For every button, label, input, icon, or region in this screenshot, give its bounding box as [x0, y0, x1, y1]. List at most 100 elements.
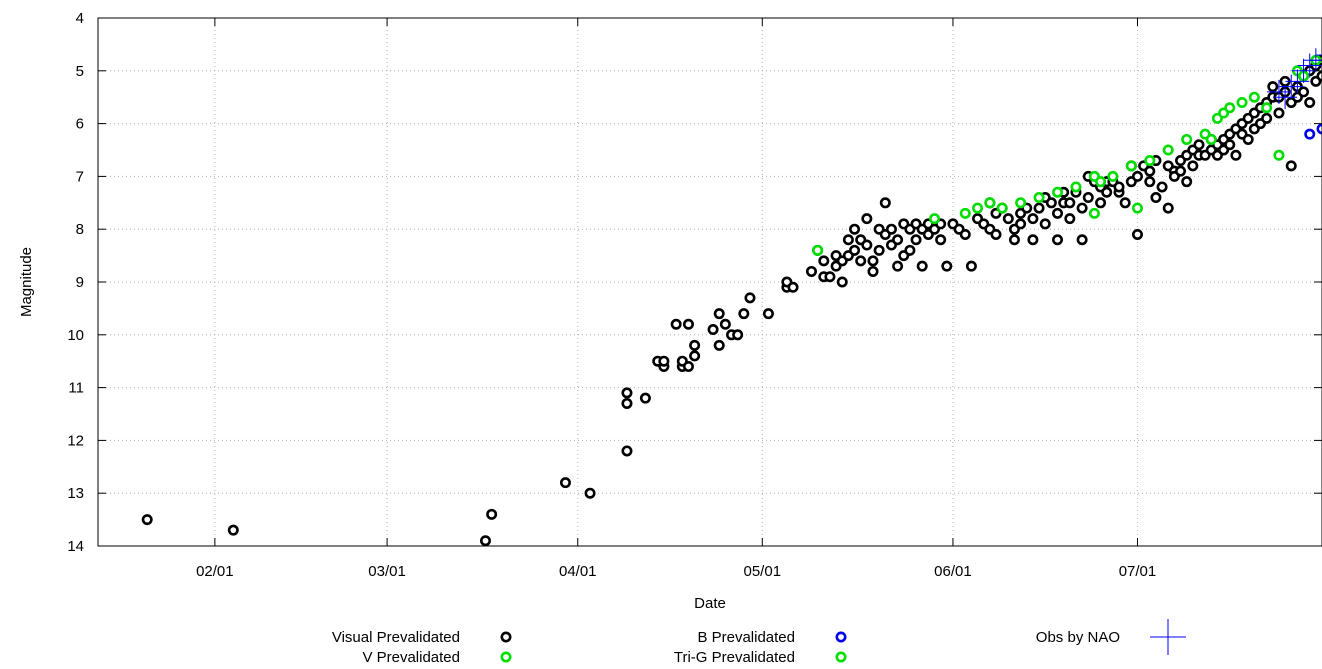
visual-prevalidated-point [1267, 81, 1279, 93]
v-prevalidated-point [1248, 91, 1260, 103]
v-prevalidated-point [1015, 197, 1027, 209]
visual-prevalidated-point [658, 355, 670, 367]
visual-prevalidated-point [1119, 197, 1131, 209]
visual-prevalidated-point [1039, 218, 1051, 230]
visual-prevalidated-point [885, 223, 897, 235]
y-tick-label: 12 [67, 432, 84, 449]
legend-label-b-prevalidated: B Prevalidated [697, 629, 795, 646]
visual-prevalidated-point [559, 477, 571, 489]
data-points [141, 48, 1322, 546]
visual-prevalidated-point [1015, 218, 1027, 230]
v-prevalidated-point [812, 244, 824, 256]
x-tick-label: 05/01 [744, 563, 782, 580]
axis-ticks: 4 5 6 7 8 9 10 11 12 13 14 02/01 03/01 04/01 05/01 06/0… [67, 10, 1322, 580]
visual-prevalidated-point [861, 213, 873, 225]
v-prevalidated-point [984, 197, 996, 209]
visual-prevalidated-point [732, 329, 744, 341]
visual-prevalidated-point [1156, 181, 1168, 193]
legend-marker-b-prevalidated [835, 631, 847, 643]
visual-prevalidated-point [1261, 112, 1273, 124]
visual-prevalidated-point [738, 308, 750, 320]
v-prevalidated-point [972, 202, 984, 214]
v-prevalidated-point [1236, 96, 1248, 108]
visual-prevalidated-point [1181, 176, 1193, 188]
visual-prevalidated-point [1027, 213, 1039, 225]
visual-prevalidated-point [1242, 133, 1254, 145]
x-tick-label: 06/01 [934, 563, 972, 580]
visual-prevalidated-point [227, 524, 239, 536]
x-axis-label: Date [694, 595, 726, 612]
visual-prevalidated-point [1187, 160, 1199, 172]
visual-prevalidated-point [1008, 234, 1020, 246]
visual-prevalidated-point [1064, 197, 1076, 209]
y-tick-label: 4 [76, 10, 84, 27]
visual-prevalidated-point [1082, 192, 1094, 204]
visual-prevalidated-point [910, 234, 922, 246]
visual-prevalidated-point [879, 197, 891, 209]
v-prevalidated-point [1033, 192, 1045, 204]
visual-prevalidated-point [621, 397, 633, 409]
visual-prevalidated-point [1131, 170, 1143, 182]
legend-label-v-prevalidated: V Prevalidated [362, 649, 460, 666]
visual-prevalidated-point [1033, 202, 1045, 214]
obs-by-nao-point [1316, 54, 1322, 56]
legend-label-tri-g-prevalidated: Tri-G Prevalidated [674, 649, 795, 666]
v-prevalidated-point [1107, 170, 1119, 182]
visual-prevalidated-point [1002, 213, 1014, 225]
grid-lines [98, 18, 1322, 546]
x-tick-label: 07/01 [1119, 563, 1157, 580]
y-tick-label: 11 [68, 380, 84, 397]
visual-prevalidated-point [762, 308, 774, 320]
visual-prevalidated-point [836, 276, 848, 288]
v-prevalidated-point [1131, 202, 1143, 214]
visual-prevalidated-point [855, 255, 867, 267]
visual-prevalidated-point [1076, 202, 1088, 214]
v-prevalidated-point [1181, 133, 1193, 145]
visual-prevalidated-point [935, 234, 947, 246]
tri-g-prevalidated-point [1205, 133, 1217, 145]
visual-prevalidated-point [479, 535, 491, 546]
visual-prevalidated-point [621, 387, 633, 399]
v-prevalidated-point [929, 213, 941, 225]
legend-label-obs-by-nao: Obs by NAO [1036, 629, 1120, 646]
visual-prevalidated-point [892, 234, 904, 246]
visual-prevalidated-point [689, 339, 701, 351]
visual-prevalidated-point [584, 487, 596, 499]
visual-prevalidated-point [849, 244, 861, 256]
visual-prevalidated-point [1304, 96, 1316, 108]
legend-marker-v-prevalidated [500, 651, 512, 663]
visual-prevalidated-point [621, 445, 633, 457]
legend-marker-visual-prevalidated [500, 631, 512, 643]
legend-marker-obs-by-nao [1150, 619, 1186, 655]
visual-prevalidated-point [1113, 181, 1125, 193]
visual-prevalidated-point [892, 260, 904, 272]
v-prevalidated-point [1088, 207, 1100, 219]
visual-prevalidated-point [713, 339, 725, 351]
visual-prevalidated-point [824, 271, 836, 283]
visual-prevalidated-point [719, 318, 731, 330]
y-axis-label: Magnitude [18, 247, 35, 317]
visual-prevalidated-point [941, 260, 953, 272]
visual-prevalidated-point [849, 223, 861, 235]
visual-prevalidated-point [904, 244, 916, 256]
visual-prevalidated-point [867, 265, 879, 277]
visual-prevalidated-point [873, 244, 885, 256]
visual-prevalidated-point [1285, 160, 1297, 172]
v-prevalidated-point [1273, 149, 1285, 161]
visual-prevalidated-point [639, 392, 651, 404]
visual-prevalidated-point [1273, 107, 1285, 119]
y-tick-label: 8 [76, 221, 84, 238]
y-tick-label: 13 [67, 485, 84, 502]
visual-prevalidated-point [1052, 234, 1064, 246]
visual-prevalidated-point [713, 308, 725, 320]
visual-prevalidated-point [1150, 192, 1162, 204]
v-prevalidated-point [1095, 176, 1107, 188]
visual-prevalidated-point [1101, 186, 1113, 198]
visual-prevalidated-point [689, 350, 701, 362]
visual-prevalidated-point [1298, 86, 1310, 98]
visual-prevalidated-point [787, 281, 799, 293]
visual-prevalidated-point [744, 292, 756, 304]
obs-by-nao-point [1285, 69, 1310, 94]
visual-prevalidated-point [1064, 213, 1076, 225]
